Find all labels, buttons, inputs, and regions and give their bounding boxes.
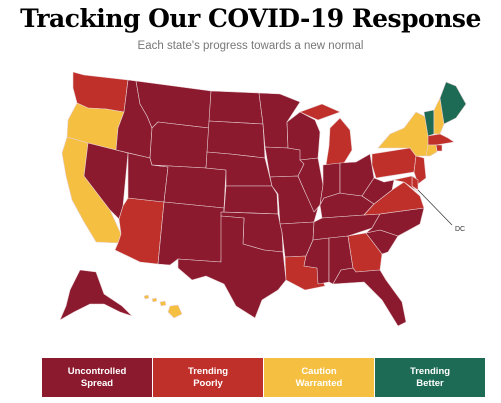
- state-arizona[interactable]: [114, 197, 165, 265]
- legend-trending-poorly: Trending Poorly: [153, 358, 263, 397]
- state-north-dakota[interactable]: [208, 90, 264, 125]
- legend-label: Caution Warranted: [295, 365, 343, 389]
- state-texas[interactable]: [177, 215, 287, 319]
- state-iowa[interactable]: [264, 146, 305, 178]
- state-new-jersey[interactable]: [413, 155, 427, 185]
- dc-leader-line: [417, 189, 453, 226]
- state-kansas[interactable]: [223, 185, 279, 215]
- dc-label: DC: [455, 226, 466, 233]
- state-connecticut[interactable]: [425, 144, 438, 157]
- legend-label: Uncontrolled Spread: [67, 365, 127, 389]
- legend-caution-warranted: Caution Warranted: [264, 358, 374, 397]
- state-massachusetts[interactable]: [427, 133, 455, 146]
- page-subtitle: Each state's progress towards a new norm…: [137, 40, 364, 52]
- state-wyoming[interactable]: [149, 121, 210, 169]
- state-new-mexico[interactable]: [157, 201, 225, 266]
- legend-uncontrolled-spread: Uncontrolled Spread: [42, 358, 152, 397]
- state-new-hampshire[interactable]: [433, 97, 445, 135]
- page-title: Tracking Our COVID-19 Response: [20, 4, 481, 33]
- state-hawaii[interactable]: [143, 294, 183, 319]
- state-south-dakota[interactable]: [206, 120, 266, 159]
- state-michigan[interactable]: [299, 103, 353, 166]
- legend-label: Trending Poorly: [187, 365, 229, 389]
- state-maine[interactable]: [439, 81, 467, 125]
- state-alaska[interactable]: [59, 269, 133, 321]
- state-illinois[interactable]: [297, 157, 324, 213]
- state-maryland[interactable]: [383, 175, 419, 193]
- legend-trending-better: Trending Better: [375, 358, 485, 397]
- legend-label: Trending Better: [409, 365, 451, 389]
- state-florida[interactable]: [332, 267, 407, 327]
- state-pennsylvania[interactable]: [371, 147, 417, 179]
